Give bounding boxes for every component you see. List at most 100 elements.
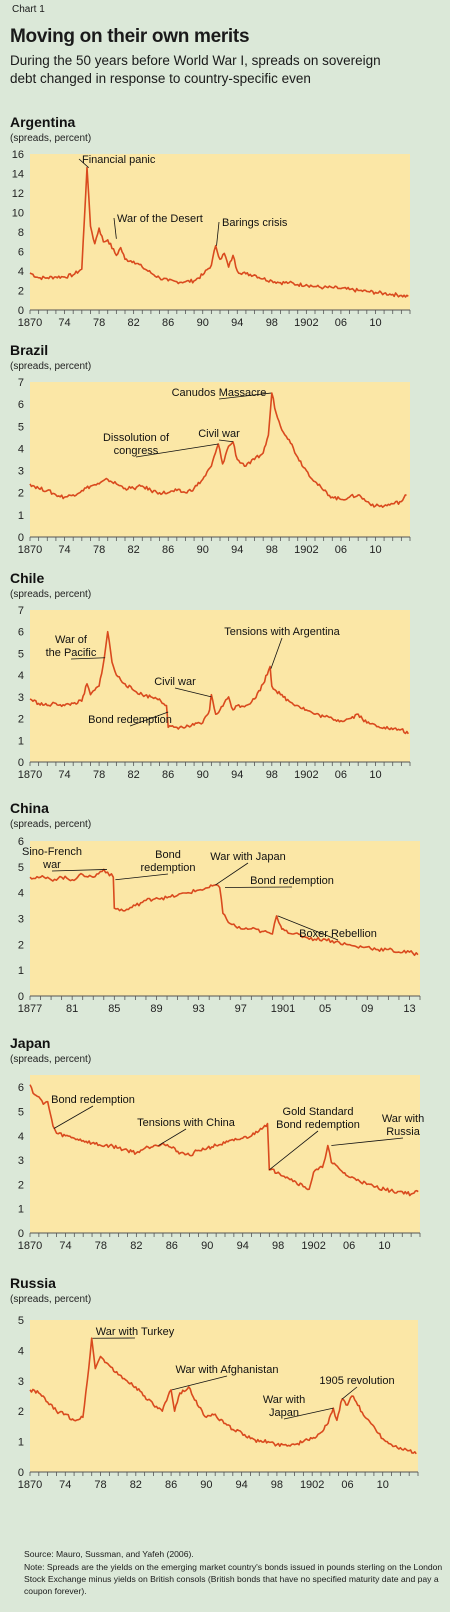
chile-x-tick-label: 82 [128, 769, 140, 781]
brazil-series-line [29, 392, 407, 508]
argentina-annotation-arrow [113, 217, 117, 239]
russia-annotation-label: War with Turkey [96, 1326, 175, 1338]
china-x-tick-label: 1877 [18, 1003, 42, 1015]
russia-annotation-label: War with [263, 1394, 305, 1406]
brazil-y-tick-label: 1 [18, 510, 24, 522]
brazil-x-tick-label: 90 [197, 544, 209, 556]
chile-y-tick-label: 1 [18, 735, 24, 747]
china-x-tick-label: 93 [193, 1003, 205, 1015]
japan-x-tick-label: 82 [130, 1240, 142, 1252]
page-subtitle: During the 50 years before World War I, … [10, 52, 450, 88]
subtitle-line-1: During the 50 years before World War I, … [10, 53, 381, 68]
brazil-annotation-label: Canudos Massacre [172, 387, 267, 399]
china-y-tick-label: 5 [18, 862, 24, 874]
argentina-y-tick-label: 10 [12, 208, 24, 220]
china-x-tick-label: 05 [319, 1003, 331, 1015]
japan-x-tick-label: 90 [201, 1240, 213, 1252]
japan-x-tick-label: 10 [378, 1240, 390, 1252]
china-x-tick-label: 09 [361, 1003, 373, 1015]
china-annotation-label: Sino-French [22, 846, 82, 858]
footer: Source: Mauro, Sussman, and Yafeh (2006)… [24, 1548, 444, 1598]
japan-annotation-label: Russia [386, 1126, 421, 1138]
argentina-x-tick-label: 1902 [294, 317, 318, 329]
chile-x-tick-label: 78 [93, 769, 105, 781]
argentina-x-tick-label: 82 [128, 317, 140, 329]
chile-y-tick-label: 7 [18, 605, 24, 617]
chile-y-tick-label: 2 [18, 714, 24, 726]
russia-x-tick-label: 1870 [18, 1479, 42, 1491]
china-annotation-arrow [224, 886, 293, 888]
brazil-annotation-arrow [135, 443, 219, 458]
japan-y-axis-label: (spreads, percent) [10, 1054, 91, 1065]
china-y-tick-label: 0 [18, 991, 24, 1003]
japan-y-tick-label: 5 [18, 1106, 24, 1118]
china-y-tick-label: 3 [18, 914, 24, 926]
chile-x-tick-label: 94 [231, 769, 243, 781]
japan-annotation-label: Gold Standard [283, 1106, 354, 1118]
russia-annotation-arrow [171, 1375, 228, 1391]
brazil-x-tick-label: 10 [369, 544, 381, 556]
brazil-annotation-label: Civil war [198, 428, 240, 440]
china-y-axis-label: (spreads, percent) [10, 819, 91, 830]
argentina-y-tick-label: 4 [18, 266, 24, 278]
chile-x-tick-label: 86 [162, 769, 174, 781]
china-x-tick-label: 13 [403, 1003, 415, 1015]
argentina-y-axis-label: (spreads, percent) [10, 133, 91, 144]
argentina-y-tick-label: 2 [18, 286, 24, 298]
chile-panel-title: Chile [10, 570, 44, 586]
japan-annotation-arrow [331, 1137, 404, 1146]
chile-annotation-arrow [129, 711, 169, 727]
chile-y-tick-label: 4 [18, 670, 24, 682]
page-title: Moving on their own merits [10, 26, 250, 47]
china-annotation-arrow [277, 915, 339, 941]
japan-series-line [29, 1084, 419, 1197]
argentina-y-tick-label: 14 [12, 169, 24, 181]
russia-annotation-label: War with Afghanistan [176, 1364, 279, 1376]
russia-panel-title: Russia [10, 1275, 56, 1291]
brazil-y-tick-label: 3 [18, 466, 24, 478]
chile-y-axis-label: (spreads, percent) [10, 589, 91, 600]
japan-y-tick-label: 6 [18, 1082, 24, 1094]
china-x-tick-label: 81 [66, 1003, 78, 1015]
brazil-x-tick-label: 1870 [18, 544, 42, 556]
russia-x-tick-label: 98 [271, 1479, 283, 1491]
argentina-y-tick-label: 12 [12, 188, 24, 200]
source-note: Source: Mauro, Sussman, and Yafeh (2006)… [24, 1549, 194, 1559]
japan-annotation-arrow [53, 1105, 94, 1129]
china-annotation-arrow [115, 873, 169, 881]
japan-x-tick-label: 1870 [18, 1240, 42, 1252]
china-y-tick-label: 6 [18, 836, 24, 848]
japan-annotation-arrow [269, 1130, 319, 1171]
brazil-x-tick-label: 74 [58, 544, 70, 556]
brazil-x-tick-label: 98 [266, 544, 278, 556]
russia-x-tick-label: 82 [130, 1479, 142, 1491]
chile-x-tick-label: 74 [58, 769, 70, 781]
china-x-tick-label: 97 [235, 1003, 247, 1015]
chile-series-line [29, 630, 409, 735]
brazil-x-tick-label: 06 [335, 544, 347, 556]
russia-y-tick-label: 2 [18, 1406, 24, 1418]
brazil-y-tick-label: 5 [18, 421, 24, 433]
chile-x-tick-label: 1902 [294, 769, 318, 781]
argentina-x-tick-label: 86 [162, 317, 174, 329]
chile-y-tick-label: 0 [18, 757, 24, 769]
argentina-y-tick-label: 6 [18, 247, 24, 259]
russia-y-tick-label: 4 [18, 1345, 24, 1357]
brazil-plot-area [30, 382, 410, 537]
argentina-x-tick-label: 74 [58, 317, 70, 329]
argentina-annotation-label: Barings crisis [222, 217, 288, 229]
japan-y-tick-label: 0 [18, 1228, 24, 1240]
japan-annotation-label: Tensions with China [137, 1117, 236, 1129]
chile-x-tick-label: 98 [266, 769, 278, 781]
japan-panel-title: Japan [10, 1035, 50, 1051]
china-y-tick-label: 2 [18, 939, 24, 951]
chile-y-tick-label: 6 [18, 627, 24, 639]
japan-y-tick-label: 3 [18, 1155, 24, 1167]
argentina-series-line [29, 166, 409, 298]
japan-x-tick-label: 78 [95, 1240, 107, 1252]
chile-annotation-label: Bond redemption [88, 714, 172, 726]
russia-y-tick-label: 1 [18, 1437, 24, 1449]
chile-y-tick-label: 5 [18, 648, 24, 660]
spread-note: Note: Spreads are the yields on the emer… [24, 1562, 443, 1596]
japan-plot-area [30, 1075, 420, 1233]
